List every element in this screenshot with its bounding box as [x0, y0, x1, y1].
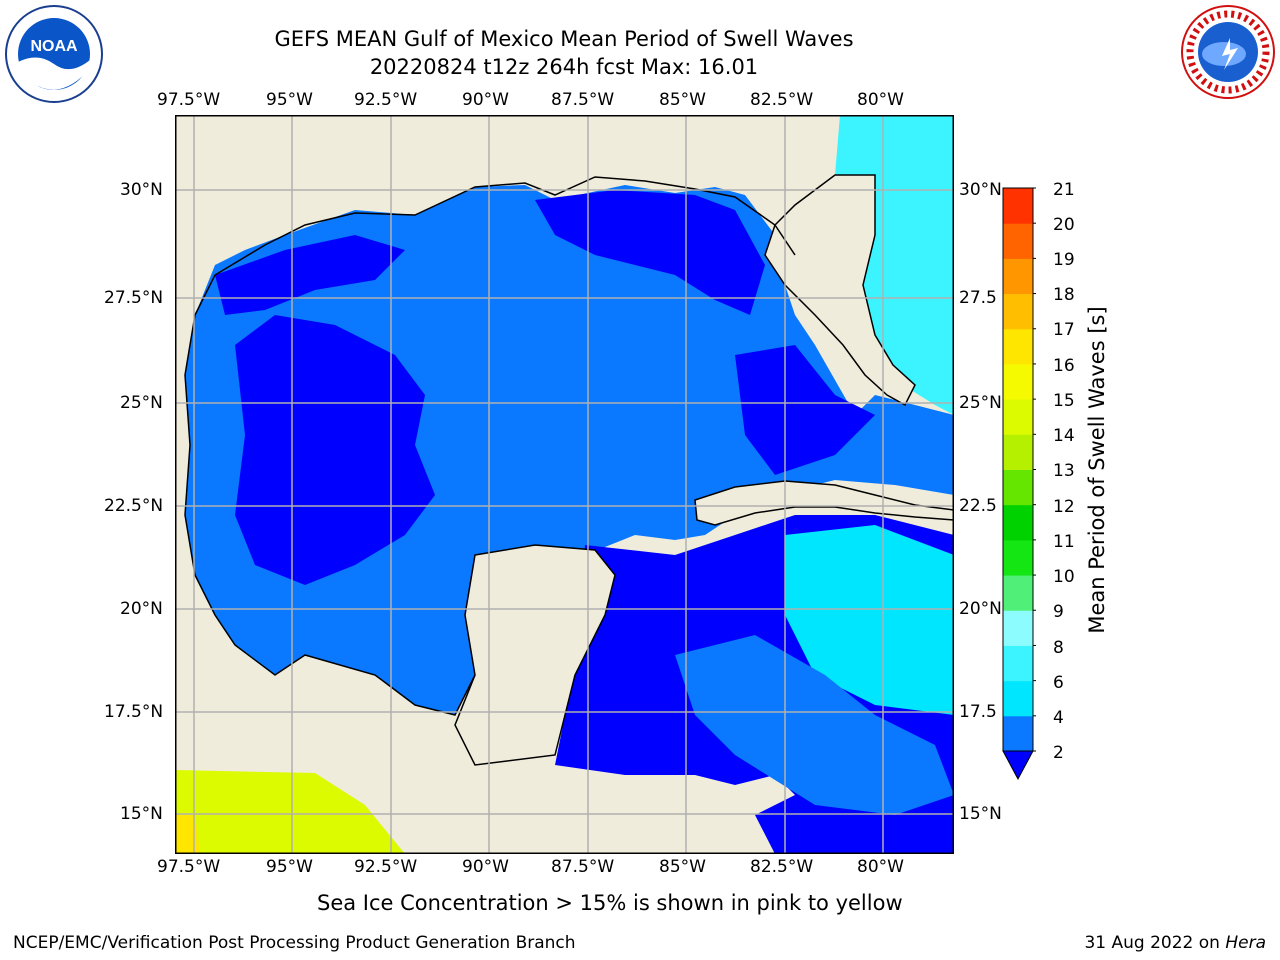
colorbar-band: [1003, 399, 1033, 435]
colorbar-tick: 14: [1053, 426, 1075, 446]
sea-ice-note: Sea Ice Concentration > 15% is shown in …: [317, 891, 903, 915]
colorbar-band: [1003, 645, 1033, 682]
map-canvas: [175, 115, 954, 854]
colorbar-tick: 10: [1053, 567, 1075, 587]
colorbar-band: [1003, 293, 1033, 330]
colorbar-band: [1003, 223, 1033, 259]
lon-label-top: 90°W: [462, 90, 509, 110]
noaa-logo-text: NOAA: [30, 38, 78, 55]
lon-label-bottom: 85°W: [659, 857, 706, 877]
lat-label-right: 25°N: [959, 393, 1002, 413]
caribbean-mid-region: [675, 635, 954, 815]
lon-label-top: 80°W: [857, 90, 904, 110]
colorbar-tick: 12: [1053, 497, 1075, 517]
lat-label-right: 27.5: [959, 288, 997, 308]
colorbar-tick: 18: [1053, 285, 1075, 305]
lat-label-left: 15°N: [120, 804, 163, 824]
lon-label-top: 87.5°W: [551, 90, 615, 110]
lon-label-top: 82.5°W: [750, 90, 814, 110]
map-frame: [175, 115, 954, 854]
colorbar-tick: 16: [1053, 356, 1075, 376]
colorbar-tick: 6: [1053, 673, 1064, 693]
footer-date: 31 Aug 2022 on Hera: [1084, 933, 1266, 953]
lat-label-right: 22.5: [959, 496, 997, 516]
colorbar-band: [1003, 258, 1033, 295]
map-title: GEFS MEAN Gulf of Mexico Mean Period of …: [274, 27, 854, 51]
colorbar-tick: 17: [1053, 320, 1075, 340]
florida-peninsula: [764, 174, 916, 407]
colorbar-tick: 4: [1053, 708, 1064, 728]
lat-label-right: 15°N: [959, 804, 1002, 824]
lon-label-bottom: 87.5°W: [551, 857, 615, 877]
colorbar-tick: 8: [1053, 638, 1064, 658]
colorbar-tick: 13: [1053, 461, 1075, 481]
colorbar-tick: 9: [1053, 602, 1064, 622]
lon-label-top: 97.5°W: [157, 90, 221, 110]
colorbar-label: Mean Period of Swell Waves [s]: [1085, 306, 1109, 634]
colorbar-band: [1003, 715, 1033, 752]
lat-label-left: 30°N: [120, 180, 163, 200]
colorbar-tick: 19: [1053, 250, 1075, 270]
colorbar-band: [1003, 469, 1033, 506]
pacific-high-period-region: [175, 770, 405, 854]
lon-label-top: 95°W: [266, 90, 313, 110]
colorbar-tick: 15: [1053, 391, 1075, 411]
colorbar-tick: 20: [1053, 215, 1075, 235]
colorbar-band: [1003, 328, 1033, 365]
lat-label-left: 25°N: [120, 393, 163, 413]
colorbar-band: [1003, 610, 1033, 646]
gulf-low-period-north: [215, 235, 405, 315]
colorbar-band: [1003, 188, 1033, 224]
lat-label-left: 22.5°N: [104, 496, 164, 516]
colorbar-band: [1003, 434, 1033, 470]
lat-label-left: 17.5°N: [104, 702, 164, 722]
lat-label-right: 30°N: [959, 180, 1002, 200]
lon-label-bottom: 90°W: [462, 857, 509, 877]
colorbar: [1002, 187, 1036, 781]
noaa-logo: NOAA: [5, 5, 103, 103]
lon-label-bottom: 95°W: [266, 857, 313, 877]
nws-logo: [1181, 5, 1275, 99]
footer-branch: NCEP/EMC/Verification Post Processing Pr…: [13, 933, 576, 953]
gulf-low-period-west: [235, 315, 435, 585]
caribbean-cyan-region: [785, 525, 954, 715]
gridlines: [175, 115, 954, 854]
lat-label-left: 20°N: [120, 599, 163, 619]
lon-label-top: 85°W: [659, 90, 706, 110]
colorbar-tick: 11: [1053, 532, 1075, 552]
colorbar-tick: 21: [1053, 180, 1075, 200]
footer-date-text: 31 Aug 2022 on: [1084, 933, 1226, 953]
colorbar-band: [1003, 575, 1033, 611]
gulf-low-period-northeast: [535, 190, 765, 315]
footer-machine: Hera: [1225, 933, 1266, 953]
map-subtitle: 20220824 t12z 264h fcst Max: 16.01: [369, 55, 759, 79]
lon-label-bottom: 82.5°W: [750, 857, 814, 877]
lat-label-left: 27.5°N: [104, 288, 164, 308]
colorbar-tick: 2: [1053, 743, 1064, 763]
gulf-swell-region: [185, 185, 954, 715]
colorbar-extend-arrow: [1002, 750, 1034, 781]
lat-label-right: 17.5: [959, 702, 997, 722]
lon-label-bottom: 80°W: [857, 857, 904, 877]
cuba-island: [694, 480, 954, 526]
north-gulf-coastline: [184, 176, 796, 376]
west-gulf-coastline: [184, 374, 476, 716]
lat-label-right: 20°N: [959, 599, 1002, 619]
colorbar-band: [1003, 504, 1033, 541]
colorbar-band: [1003, 539, 1033, 576]
colorbar-band: [1003, 363, 1033, 400]
lon-label-bottom: 97.5°W: [157, 857, 221, 877]
colorbar-band: [1003, 680, 1033, 717]
lon-label-bottom: 92.5°W: [354, 857, 418, 877]
lon-label-top: 92.5°W: [354, 90, 418, 110]
gulf-low-period-southeast: [735, 345, 875, 475]
